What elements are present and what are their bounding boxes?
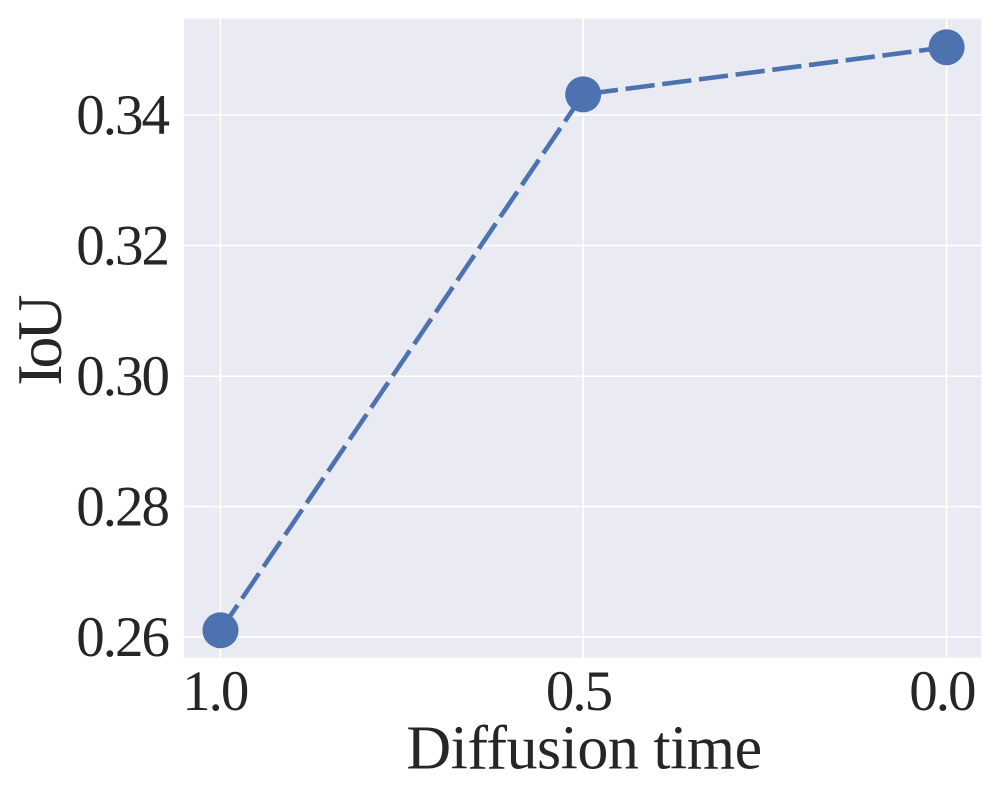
svg-text:0.30: 0.30 bbox=[76, 345, 168, 408]
svg-text:0.26: 0.26 bbox=[76, 606, 168, 669]
svg-text:Diffusion time: Diffusion time bbox=[406, 715, 761, 783]
svg-text:0.28: 0.28 bbox=[76, 476, 168, 539]
svg-text:0.32: 0.32 bbox=[76, 215, 168, 278]
svg-text:0.0: 0.0 bbox=[909, 660, 975, 723]
svg-text:0.34: 0.34 bbox=[76, 84, 169, 147]
svg-text:1.0: 1.0 bbox=[182, 660, 248, 723]
svg-text:IoU: IoU bbox=[4, 296, 75, 386]
svg-text:0.5: 0.5 bbox=[546, 660, 612, 723]
